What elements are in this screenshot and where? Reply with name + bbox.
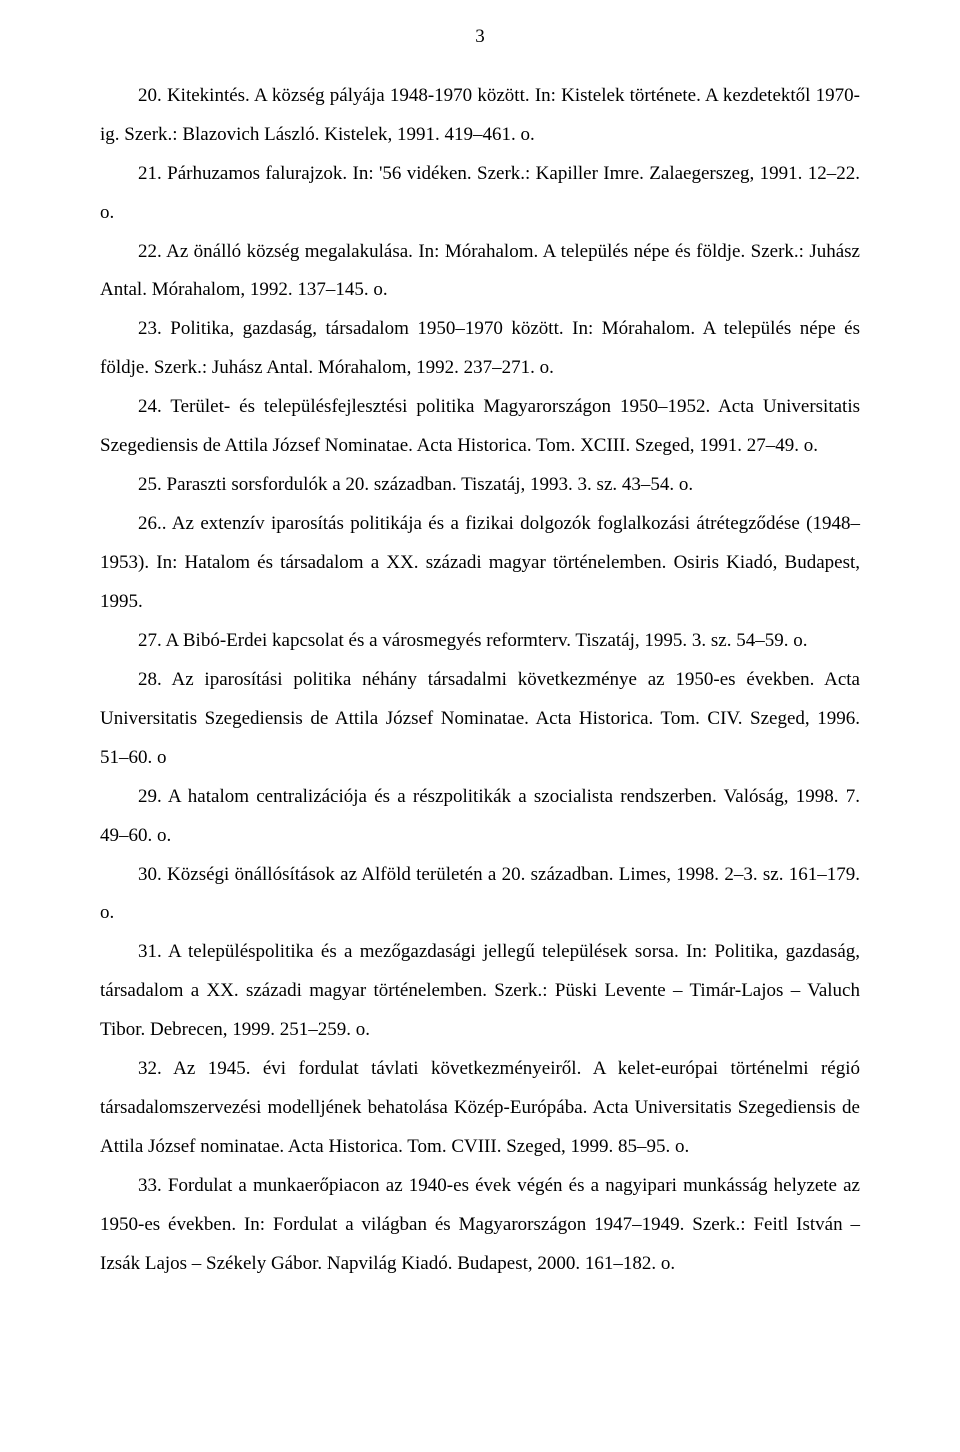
bibliography-entry: 21. Párhuzamos falurajzok. In: '56 vidék… xyxy=(100,155,860,233)
bibliography-entry: 31. A településpolitika és a mezőgazdasá… xyxy=(100,933,860,1050)
bibliography-entry: 28. Az iparosítási politika néhány társa… xyxy=(100,661,860,778)
bibliography-entry: 23. Politika, gazdaság, társadalom 1950–… xyxy=(100,310,860,388)
document-page: 3 20. Kitekintés. A község pályája 1948-… xyxy=(0,0,960,1452)
bibliography-entry: 27. A Bibó-Erdei kapcsolat és a városmeg… xyxy=(100,622,860,661)
bibliography-entry: 32. Az 1945. évi fordulat távlati követk… xyxy=(100,1050,860,1167)
bibliography-entry: 29. A hatalom centralizációja és a részp… xyxy=(100,778,860,856)
bibliography-entry: 26.. Az extenzív iparosítás politikája é… xyxy=(100,505,860,622)
bibliography-entry: 30. Községi önállósítások az Alföld terü… xyxy=(100,856,860,934)
bibliography-entry: 33. Fordulat a munkaerőpiacon az 1940-es… xyxy=(100,1167,860,1284)
page-number: 3 xyxy=(100,26,860,49)
bibliography-list: 20. Kitekintés. A község pályája 1948-19… xyxy=(100,77,860,1284)
bibliography-entry: 24. Terület- és településfejlesztési pol… xyxy=(100,388,860,466)
bibliography-entry: 20. Kitekintés. A község pályája 1948-19… xyxy=(100,77,860,155)
bibliography-entry: 25. Paraszti sorsfordulók a 20. századba… xyxy=(100,466,860,505)
bibliography-entry: 22. Az önálló község megalakulása. In: M… xyxy=(100,233,860,311)
